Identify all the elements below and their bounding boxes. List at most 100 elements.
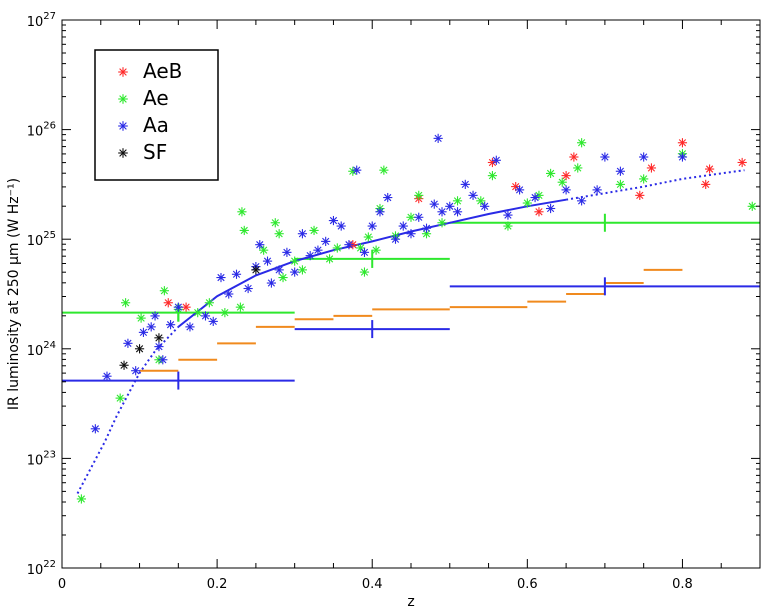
point-ae: [476, 196, 486, 206]
point-ae: [747, 201, 757, 211]
point-aeb: [677, 138, 688, 148]
point-ae: [557, 177, 567, 187]
point-ae: [237, 207, 247, 217]
point-aa: [352, 165, 362, 175]
point-ae: [487, 171, 498, 181]
fit-curve-dotted-low: [76, 326, 180, 494]
point-ae: [220, 308, 230, 318]
point-ae: [573, 163, 583, 173]
point-ae: [309, 225, 319, 236]
point-aeb: [635, 190, 645, 200]
point-ae: [639, 174, 649, 184]
point-aeb: [701, 179, 711, 189]
point-ae: [371, 245, 381, 255]
legend-marker-sf: [118, 148, 128, 158]
point-aa: [561, 185, 571, 195]
fit-curve-solid: [177, 198, 567, 328]
point-ae: [76, 494, 86, 504]
point-ae: [534, 190, 544, 200]
point-aa: [90, 424, 100, 434]
point-aeb: [561, 171, 571, 181]
y-tick-label: 1026: [27, 121, 56, 140]
point-ae: [115, 393, 125, 403]
point-aa: [200, 311, 211, 321]
point-aa: [639, 152, 649, 162]
point-ae: [452, 196, 463, 206]
x-tick-label: 0.8: [672, 577, 693, 592]
point-aa: [398, 221, 408, 231]
point-aa: [216, 272, 226, 283]
x-axis-label: z: [407, 594, 414, 610]
y-tick-label: 1027: [27, 11, 56, 30]
point-aa: [150, 311, 160, 321]
y-tick-label: 1025: [27, 230, 56, 249]
point-aa: [452, 207, 463, 217]
point-aa: [328, 215, 339, 226]
point-aa: [146, 322, 156, 332]
point-ae: [546, 168, 556, 179]
point-ae: [278, 272, 288, 283]
point-ae: [204, 298, 214, 308]
point-aa: [131, 366, 141, 376]
point-ae: [437, 218, 447, 228]
x-tick-label: 0.6: [517, 577, 538, 592]
axis-ticks: [61, 19, 761, 569]
point-aa: [173, 302, 183, 312]
point-aa: [321, 236, 331, 246]
legend-marker-aeb: [118, 67, 128, 77]
legend-marker-aa: [118, 121, 128, 131]
point-aa: [224, 289, 234, 299]
point-aa: [437, 207, 447, 217]
legend-box: [94, 49, 219, 181]
point-aa: [530, 192, 540, 203]
point-aa: [336, 221, 346, 231]
legend-label-aa: Aa: [143, 113, 169, 137]
point-aeb: [534, 207, 544, 217]
point-aa: [231, 269, 242, 279]
fit-curve: [76, 169, 745, 494]
point-aeb: [737, 157, 747, 168]
point-aa: [255, 240, 265, 250]
point-aa: [208, 316, 218, 326]
point-aa: [677, 152, 688, 162]
x-tick-label: 0.4: [362, 577, 383, 592]
point-aa: [266, 278, 276, 288]
binned-averages: [62, 213, 760, 390]
point-aa: [491, 155, 501, 165]
point-aa: [123, 338, 133, 348]
point-aa: [262, 256, 273, 266]
legend-label-ae: Ae: [143, 86, 169, 110]
y-tick-label: 1024: [27, 340, 56, 359]
point-aa: [185, 322, 195, 332]
point-aa: [406, 229, 416, 239]
point-sf: [134, 344, 145, 354]
point-ae: [290, 256, 300, 266]
point-aa: [359, 247, 370, 257]
point-ae: [120, 298, 131, 308]
point-aa: [313, 245, 323, 255]
point-ae: [297, 265, 308, 275]
point-ae: [379, 165, 389, 175]
point-aa: [367, 221, 377, 231]
point-aa: [154, 342, 164, 352]
axis-tick-labels: 0 0.2 0.4 0.6 0.8 1022 1023 1024 1025 1026 1027: [27, 11, 693, 592]
point-ae: [332, 243, 342, 253]
legend-label-sf: SF: [143, 140, 167, 164]
legend-marker-ae: [118, 94, 128, 104]
point-ae: [615, 179, 625, 189]
point-ae: [406, 212, 416, 222]
point-ae: [159, 286, 169, 296]
point-aa: [165, 320, 176, 330]
point-aeb: [163, 298, 173, 308]
point-aa: [243, 283, 253, 294]
point-aa: [460, 179, 470, 189]
x-tick-label: 0: [58, 577, 66, 592]
point-aa: [592, 185, 602, 195]
point-aeb: [181, 302, 191, 312]
point-aa: [375, 207, 385, 217]
point-aa: [383, 192, 393, 203]
point-sf: [154, 333, 164, 343]
y-tick-label: 1023: [27, 449, 56, 468]
point-aa: [600, 152, 610, 162]
y-tick-label: 1022: [27, 559, 56, 578]
